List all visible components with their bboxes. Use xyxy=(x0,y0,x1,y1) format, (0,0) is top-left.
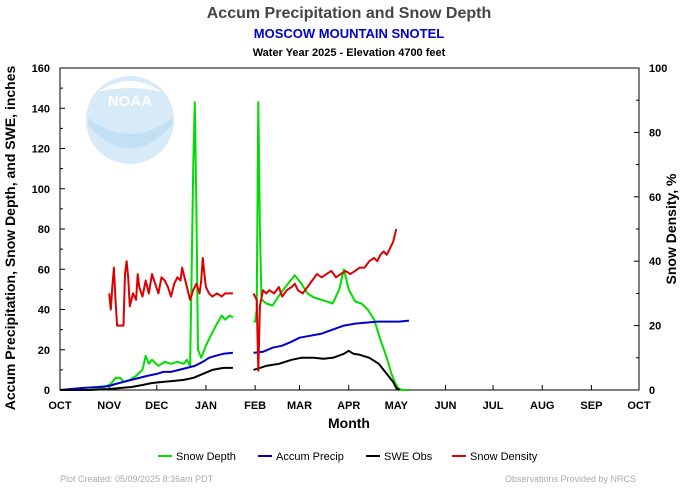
y-left-tick-label: 140 xyxy=(32,103,50,115)
legend-label-accum-precip: Accum Precip xyxy=(276,451,344,463)
y-axis-right-label: Snow Density, % xyxy=(663,173,679,285)
y-left-tick-label: 100 xyxy=(32,184,50,196)
x-tick-label: AUG xyxy=(530,400,554,412)
y-left-tick-label: 120 xyxy=(32,144,50,156)
axis-ticks: OCT NOV DEC JAN FEB MAR APR MAY JUN JUL AUG SEP OCT 0… xyxy=(32,63,668,412)
y-right-tick-label: 0 xyxy=(649,385,655,397)
x-tick-label: MAR xyxy=(287,400,312,412)
observations-provider-text: Observations Provided by NRCS xyxy=(505,474,636,484)
chart-title: Accum Precipitation and Snow Depth xyxy=(207,5,491,22)
y-left-tick-label: 20 xyxy=(38,345,50,357)
noaa-logo: NOAA xyxy=(86,76,174,164)
legend-label-snow-density: Snow Density xyxy=(470,451,538,463)
y-left-tick-label: 60 xyxy=(38,264,50,276)
plot-created-text: Plot Created: 05/09/2025 8:36am PDT xyxy=(60,474,214,484)
y-right-tick-label: 40 xyxy=(649,256,661,268)
y-left-tick-label: 0 xyxy=(44,385,50,397)
y-axis-left-label: Accum Precipitation, Snow Depth, and SWE… xyxy=(2,65,18,410)
y-right-tick-label: 100 xyxy=(649,63,667,75)
series-lines xyxy=(59,101,410,391)
legend: Snow Depth Accum Precip SWE Obs Snow Densit… xyxy=(158,451,538,463)
x-tick-label: NOV xyxy=(97,400,122,412)
x-tick-label: APR xyxy=(337,400,360,412)
chart-subtitle: MOSCOW MOUNTAIN SNOTEL xyxy=(254,26,444,41)
x-tick-label: SEP xyxy=(580,400,602,412)
x-tick-label: DEC xyxy=(145,400,168,412)
series-line-snow-density xyxy=(108,257,233,327)
x-tick-label: JUL xyxy=(483,400,504,412)
x-tick-label: JUN xyxy=(434,400,456,412)
legend-label-swe-obs: SWE Obs xyxy=(384,451,433,463)
x-tick-label: OCT xyxy=(48,400,72,412)
legend-label-snow-depth: Snow Depth xyxy=(176,451,236,463)
x-tick-label: JAN xyxy=(195,400,217,412)
series-line-accum-precip xyxy=(59,351,234,391)
x-tick-label: OCT xyxy=(627,400,651,412)
x-tick-label: FEB xyxy=(244,400,266,412)
noaa-logo-text: NOAA xyxy=(108,93,152,110)
series-line-snow-depth xyxy=(60,101,234,391)
series-line-accum-precip xyxy=(253,319,410,354)
y-left-tick-label: 160 xyxy=(32,63,50,75)
x-axis-label: Month xyxy=(328,415,370,431)
series-line-snow-density xyxy=(252,228,398,372)
series-line-swe-obs xyxy=(60,366,233,391)
y-left-tick-label: 80 xyxy=(38,224,50,236)
y-right-tick-label: 60 xyxy=(649,192,661,204)
y-right-tick-label: 80 xyxy=(649,127,661,139)
y-left-tick-label: 40 xyxy=(38,305,50,317)
x-tick-label: MAY xyxy=(385,400,409,412)
y-right-tick-label: 20 xyxy=(649,321,661,333)
chart-subtitle-water-year: Water Year 2025 - Elevation 4700 feet xyxy=(253,47,446,59)
series-line-swe-obs xyxy=(253,349,401,391)
